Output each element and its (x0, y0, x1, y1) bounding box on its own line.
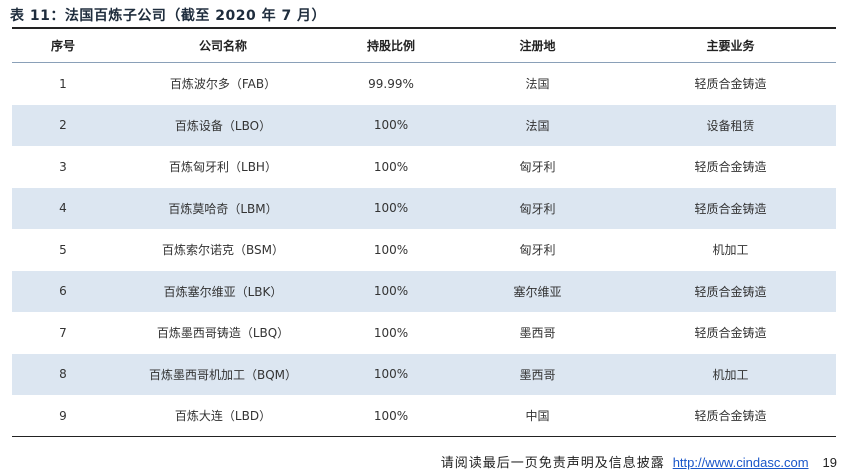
cell-shareholding: 100% (332, 395, 450, 437)
cell-index: 7 (12, 312, 114, 354)
header-registered-place: 注册地 (450, 29, 625, 63)
table-row: 7 百炼墨西哥铸造（LBQ） 100% 墨西哥 轻质合金铸造 (12, 312, 836, 354)
cell-index: 9 (12, 395, 114, 437)
cell-registered-place: 墨西哥 (450, 312, 625, 354)
cell-index: 5 (12, 229, 114, 271)
cell-registered-place: 匈牙利 (450, 187, 625, 229)
header-index: 序号 (12, 29, 114, 63)
cell-index: 3 (12, 146, 114, 188)
cell-main-business: 机加工 (625, 229, 836, 271)
cell-main-business: 轻质合金铸造 (625, 312, 836, 354)
cell-company-name: 百炼索尔诺克（BSM） (114, 229, 332, 271)
cell-main-business: 机加工 (625, 353, 836, 395)
cell-company-name: 百炼设备（LBO） (114, 104, 332, 146)
cell-main-business: 轻质合金铸造 (625, 395, 836, 437)
cell-company-name: 百炼墨西哥铸造（LBQ） (114, 312, 332, 354)
cell-main-business: 设备租赁 (625, 104, 836, 146)
title-divider (12, 27, 836, 29)
cell-shareholding: 100% (332, 270, 450, 312)
cell-company-name: 百炼莫哈奇（LBM） (114, 187, 332, 229)
cell-company-name: 百炼大连（LBD） (114, 395, 332, 437)
table-row: 1 百炼波尔多（FAB） 99.99% 法国 轻质合金铸造 (12, 62, 836, 105)
cell-shareholding: 100% (332, 312, 450, 354)
table-row: 9 百炼大连（LBD） 100% 中国 轻质合金铸造 (12, 395, 836, 437)
cell-main-business: 轻质合金铸造 (625, 62, 836, 105)
table-header-row: 序号 公司名称 持股比例 注册地 主要业务 (12, 29, 836, 63)
page-number: 19 (822, 455, 837, 470)
cell-index: 1 (12, 62, 114, 105)
cell-index: 6 (12, 270, 114, 312)
cell-registered-place: 匈牙利 (450, 229, 625, 271)
cell-registered-place: 法国 (450, 104, 625, 146)
cell-index: 2 (12, 104, 114, 146)
header-shareholding: 持股比例 (332, 29, 450, 63)
cell-company-name: 百炼墨西哥机加工（BQM） (114, 353, 332, 395)
cell-registered-place: 匈牙利 (450, 146, 625, 188)
cell-shareholding: 100% (332, 353, 450, 395)
cell-registered-place: 塞尔维亚 (450, 270, 625, 312)
table-row: 4 百炼莫哈奇（LBM） 100% 匈牙利 轻质合金铸造 (12, 187, 836, 229)
cell-shareholding: 100% (332, 146, 450, 188)
header-company-name: 公司名称 (114, 29, 332, 63)
footer-disclaimer: 请阅读最后一页免责声明及信息披露 (440, 456, 665, 471)
cell-shareholding: 100% (332, 187, 450, 229)
table-row: 2 百炼设备（LBO） 100% 法国 设备租赁 (12, 104, 836, 146)
cell-index: 4 (12, 187, 114, 229)
cell-shareholding: 99.99% (332, 62, 450, 105)
subsidiaries-table: 序号 公司名称 持股比例 注册地 主要业务 1 百炼波尔多（FAB） 99.99… (12, 29, 836, 437)
table-title: 表 11：法国百炼子公司（截至 2020 年 7 月） (10, 8, 327, 24)
cell-main-business: 轻质合金铸造 (625, 146, 836, 188)
cell-company-name: 百炼塞尔维亚（LBK） (114, 270, 332, 312)
table-row: 3 百炼匈牙利（LBH） 100% 匈牙利 轻质合金铸造 (12, 146, 836, 188)
cell-shareholding: 100% (332, 104, 450, 146)
cell-index: 8 (12, 353, 114, 395)
cell-registered-place: 法国 (450, 62, 625, 105)
table-row: 8 百炼墨西哥机加工（BQM） 100% 墨西哥 机加工 (12, 353, 836, 395)
header-main-business: 主要业务 (625, 29, 836, 63)
cell-registered-place: 中国 (450, 395, 625, 437)
cell-main-business: 轻质合金铸造 (625, 187, 836, 229)
table-row: 5 百炼索尔诺克（BSM） 100% 匈牙利 机加工 (12, 229, 836, 271)
cell-registered-place: 墨西哥 (450, 353, 625, 395)
website-link[interactable]: http://www.cindasc.com (672, 455, 809, 470)
table-bottom-divider (12, 436, 836, 437)
page-footer: 请阅读最后一页免责声明及信息披露 http://www.cindasc.com … (441, 452, 837, 471)
cell-shareholding: 100% (332, 229, 450, 271)
cell-company-name: 百炼匈牙利（LBH） (114, 146, 332, 188)
cell-company-name: 百炼波尔多（FAB） (114, 62, 332, 105)
cell-main-business: 轻质合金铸造 (625, 270, 836, 312)
table-row: 6 百炼塞尔维亚（LBK） 100% 塞尔维亚 轻质合金铸造 (12, 270, 836, 312)
